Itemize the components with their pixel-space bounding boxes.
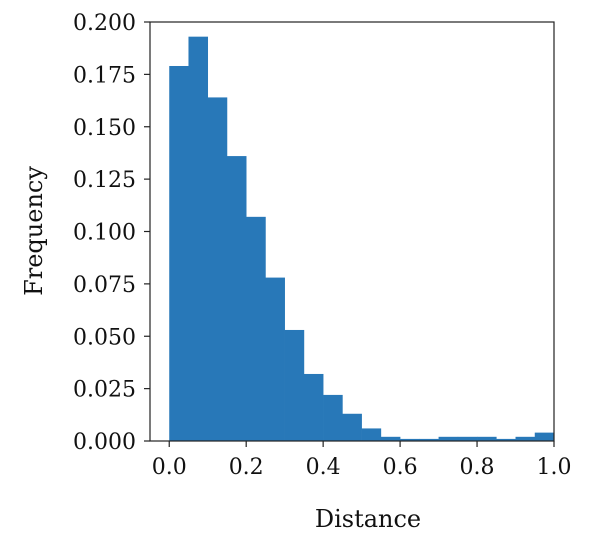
y-tick-label: 0.000 <box>73 430 136 455</box>
histogram-bar <box>496 438 516 441</box>
x-tick-label: 0.0 <box>152 455 187 480</box>
histogram-bar <box>284 329 305 441</box>
histogram-bar <box>361 428 382 441</box>
x-axis: 0.0 0.2 0.4 0.6 0.8 1.0 <box>152 441 572 480</box>
histogram-bar <box>438 436 459 441</box>
x-tick-label: 0.8 <box>460 455 495 480</box>
histogram-bar <box>419 438 439 441</box>
x-tick-label: 1.0 <box>537 455 572 480</box>
histogram-bar <box>380 436 401 441</box>
y-axis: 0.000 0.025 0.050 0.075 0.100 0.125 0.150 0.175… <box>73 11 150 455</box>
histogram-bar <box>515 436 536 441</box>
histogram-bar <box>207 97 228 442</box>
y-tick-label: 0.100 <box>73 221 136 246</box>
x-tick-label: 0.2 <box>229 455 264 480</box>
histogram-bar <box>246 216 266 441</box>
histogram-bar <box>457 436 478 441</box>
y-tick-label: 0.050 <box>73 325 136 350</box>
y-axis-label: Frequency <box>20 166 48 296</box>
histogram-bar <box>303 373 324 441</box>
y-tick-label: 0.025 <box>73 378 136 403</box>
x-tick-label: 0.4 <box>306 455 341 480</box>
histogram-bar <box>477 436 497 441</box>
histogram-bar <box>188 36 209 441</box>
histogram-bar <box>169 65 189 442</box>
bars-group <box>169 36 555 442</box>
histogram-bar <box>323 394 343 441</box>
y-tick-label: 0.200 <box>73 11 136 36</box>
x-axis-label: Distance <box>315 505 421 533</box>
y-tick-label: 0.125 <box>73 168 136 193</box>
y-tick-label: 0.150 <box>73 116 136 141</box>
histogram-bar <box>342 413 362 441</box>
histogram-bar <box>400 438 420 441</box>
x-tick-label: 0.6 <box>383 455 418 480</box>
histogram-bar <box>265 277 285 441</box>
y-tick-label: 0.075 <box>73 273 136 298</box>
y-tick-label: 0.175 <box>73 63 136 88</box>
histogram-bar <box>226 156 247 441</box>
histogram-bar <box>534 432 555 441</box>
